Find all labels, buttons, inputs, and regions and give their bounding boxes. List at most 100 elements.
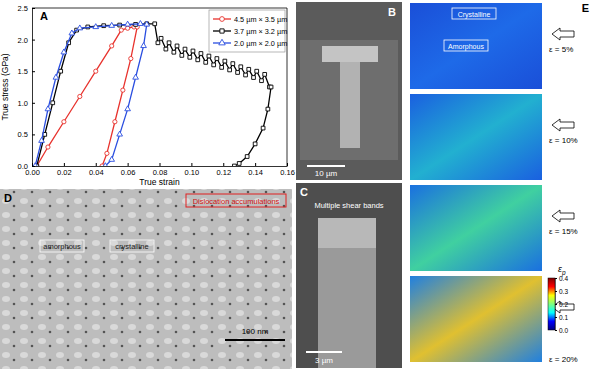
series-marker bbox=[188, 55, 192, 59]
series-marker bbox=[32, 163, 38, 166]
annotation: Amorphous bbox=[448, 43, 484, 51]
y-tick: 1.0 bbox=[18, 99, 35, 108]
x-tick-label: 0.12 bbox=[216, 168, 231, 177]
colorbar bbox=[548, 278, 555, 330]
series-marker bbox=[77, 25, 83, 30]
series-marker bbox=[237, 162, 241, 166]
strain-label: ε = 5% bbox=[549, 45, 573, 54]
series-marker bbox=[125, 21, 131, 26]
series-marker bbox=[175, 44, 179, 48]
series-marker bbox=[39, 137, 45, 142]
series-marker bbox=[236, 71, 240, 75]
series-marker bbox=[183, 47, 187, 51]
panel-d: Dislocation accumulationsamorphouscrysta… bbox=[0, 189, 292, 369]
series-marker bbox=[223, 59, 227, 63]
y-tick-label: 0.5 bbox=[18, 130, 28, 139]
series-marker bbox=[263, 72, 267, 76]
panel-c: Multiple shear bands3 µmC bbox=[296, 183, 402, 368]
series-marker bbox=[244, 73, 248, 77]
colorbar-tick-label: 0.0 bbox=[559, 327, 568, 334]
series-marker bbox=[105, 151, 109, 155]
scale-bar bbox=[306, 351, 342, 353]
x-tick-mark bbox=[287, 163, 288, 166]
series-marker bbox=[204, 60, 208, 64]
legend-marker bbox=[219, 39, 225, 45]
panel-label: B bbox=[388, 6, 396, 18]
series-marker bbox=[45, 106, 51, 111]
y-tick: 2.0 bbox=[18, 36, 35, 45]
series-marker bbox=[196, 58, 200, 62]
series-marker bbox=[180, 54, 184, 58]
figure: 0.000.020.040.060.080.100.120.140.160.00… bbox=[0, 0, 592, 369]
annotation: Crystalline bbox=[458, 11, 491, 19]
series-marker bbox=[144, 21, 150, 26]
series-marker bbox=[255, 69, 259, 73]
x-tick-label: 0.10 bbox=[185, 168, 200, 177]
y-tick-mark bbox=[32, 103, 35, 104]
legend-marker bbox=[220, 17, 225, 22]
panel-label: E bbox=[582, 2, 589, 14]
y-axis: 0.00.51.01.52.02.5 bbox=[18, 4, 35, 171]
x-tick: 0.02 bbox=[57, 163, 72, 177]
y-tick: 1.5 bbox=[18, 67, 35, 76]
colorbar-tick-mark bbox=[555, 317, 557, 318]
colorbar-axis-line bbox=[555, 279, 556, 331]
series-marker bbox=[212, 63, 216, 67]
series-line bbox=[37, 27, 137, 166]
y-tick-mark bbox=[32, 166, 35, 167]
x-tick: 0.06 bbox=[121, 163, 136, 177]
y-axis-line bbox=[32, 9, 33, 167]
arrow bbox=[552, 119, 574, 131]
image-b bbox=[296, 2, 402, 180]
colorbar-tick: 0.0 bbox=[555, 327, 568, 334]
y-tick-mark bbox=[32, 134, 35, 135]
x-tick-mark bbox=[223, 163, 224, 166]
series-marker bbox=[138, 21, 144, 26]
y-tick-mark bbox=[32, 8, 35, 9]
strain-label: ε = 15% bbox=[549, 227, 578, 236]
figure-svg: 0.000.020.040.060.080.100.120.140.160.00… bbox=[0, 0, 592, 369]
colorbar-tick-label: 0.2 bbox=[559, 301, 568, 308]
x-axis-title: True strain bbox=[139, 177, 180, 187]
series-marker bbox=[247, 67, 251, 71]
series-marker bbox=[172, 50, 176, 54]
scale-bar-label: 10 µm bbox=[315, 169, 338, 178]
series-marker bbox=[239, 65, 243, 69]
legend-label: 2.0 µm × 2.0 µm bbox=[234, 39, 287, 48]
series-marker bbox=[46, 145, 50, 149]
series-marker bbox=[191, 49, 195, 53]
series-marker bbox=[129, 56, 133, 60]
panel-a: 0.000.020.040.060.080.100.120.140.160.00… bbox=[0, 4, 295, 187]
annotation-box bbox=[444, 40, 488, 51]
panel-b: 10 µm B bbox=[296, 2, 402, 180]
y-tick-label: 1.0 bbox=[18, 99, 28, 108]
annotation-box bbox=[110, 240, 154, 252]
colorbar-title-sub: p bbox=[561, 269, 566, 277]
annotation-box bbox=[452, 8, 496, 19]
series-marker bbox=[110, 44, 114, 48]
panel-e: ε = 5%ε = 10%ε = 15%ε = 20%CrystallineAm… bbox=[410, 2, 589, 364]
colorbar-tick-mark bbox=[555, 330, 557, 331]
series-marker bbox=[167, 41, 171, 45]
x-tick: 0.08 bbox=[153, 163, 168, 177]
x-tick-label: 0.14 bbox=[248, 168, 263, 177]
arrow bbox=[552, 28, 574, 40]
y-tick-label: 2.5 bbox=[18, 4, 28, 13]
y-tick: 0.5 bbox=[18, 130, 35, 139]
x-tick-label: 0.02 bbox=[57, 168, 72, 177]
annotation: crystalline bbox=[115, 242, 148, 251]
series-marker bbox=[233, 164, 237, 166]
x-tick-label: 0.16 bbox=[280, 168, 295, 177]
y-tick-mark bbox=[32, 71, 35, 72]
series-marker bbox=[207, 54, 211, 58]
colorbar-title: εp bbox=[558, 264, 566, 277]
series-marker bbox=[113, 120, 117, 124]
series-marker bbox=[253, 142, 257, 146]
annotation: Multiple shear bands bbox=[314, 201, 383, 210]
x-tick-label: 0.04 bbox=[89, 168, 104, 177]
y-tick-label: 2.0 bbox=[18, 36, 28, 45]
strain-map bbox=[410, 3, 542, 89]
series-marker bbox=[121, 88, 125, 92]
panel-label: C bbox=[300, 186, 308, 198]
x-tick-label: 0.08 bbox=[153, 168, 168, 177]
